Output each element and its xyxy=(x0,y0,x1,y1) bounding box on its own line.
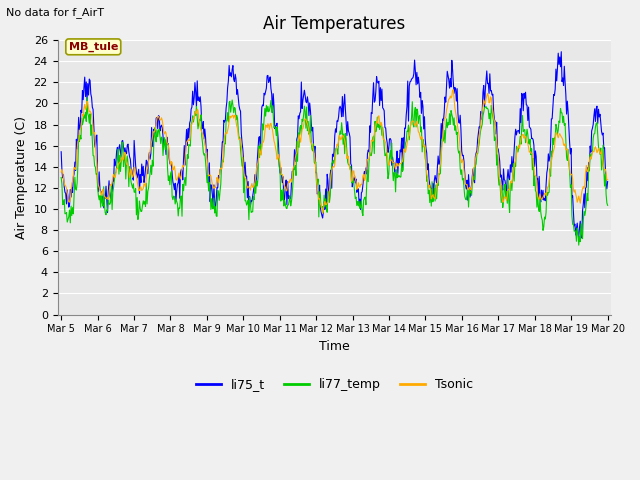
li75_t xyxy=(417,89,424,95)
li77_temp xyxy=(180,188,188,193)
Tsonic xyxy=(124,162,131,168)
li75_t xyxy=(67,194,75,200)
Text: MB_tule: MB_tule xyxy=(68,42,118,52)
Line: li77_temp: li77_temp xyxy=(61,97,607,245)
li77_temp xyxy=(402,141,410,146)
li77_temp xyxy=(83,95,91,100)
li77_temp xyxy=(604,203,611,208)
li75_t xyxy=(208,182,216,188)
li77_temp xyxy=(58,175,65,180)
li75_t xyxy=(578,235,586,241)
li77_temp xyxy=(67,203,75,209)
Text: No data for f_AirT: No data for f_AirT xyxy=(6,7,104,18)
Tsonic xyxy=(449,87,457,93)
Y-axis label: Air Temperature (C): Air Temperature (C) xyxy=(15,116,28,239)
li75_t xyxy=(124,143,131,148)
li75_t xyxy=(557,49,565,55)
Tsonic xyxy=(208,178,216,184)
li75_t xyxy=(179,177,187,183)
li77_temp xyxy=(124,161,132,167)
li75_t xyxy=(401,125,408,131)
Legend: li75_t, li77_temp, Tsonic: li75_t, li77_temp, Tsonic xyxy=(191,373,477,396)
X-axis label: Time: Time xyxy=(319,340,350,353)
li77_temp xyxy=(575,242,582,248)
li77_temp xyxy=(209,206,216,212)
li75_t xyxy=(58,149,65,155)
li75_t xyxy=(604,179,611,184)
Tsonic xyxy=(402,149,410,155)
Tsonic xyxy=(179,163,187,168)
Tsonic xyxy=(417,134,425,140)
Tsonic xyxy=(319,210,326,216)
Line: li75_t: li75_t xyxy=(61,52,607,238)
Tsonic xyxy=(58,169,65,175)
Line: Tsonic: Tsonic xyxy=(61,90,607,213)
li77_temp xyxy=(417,124,425,130)
Tsonic xyxy=(604,177,611,183)
Title: Air Temperatures: Air Temperatures xyxy=(263,15,406,33)
Tsonic xyxy=(67,189,75,194)
